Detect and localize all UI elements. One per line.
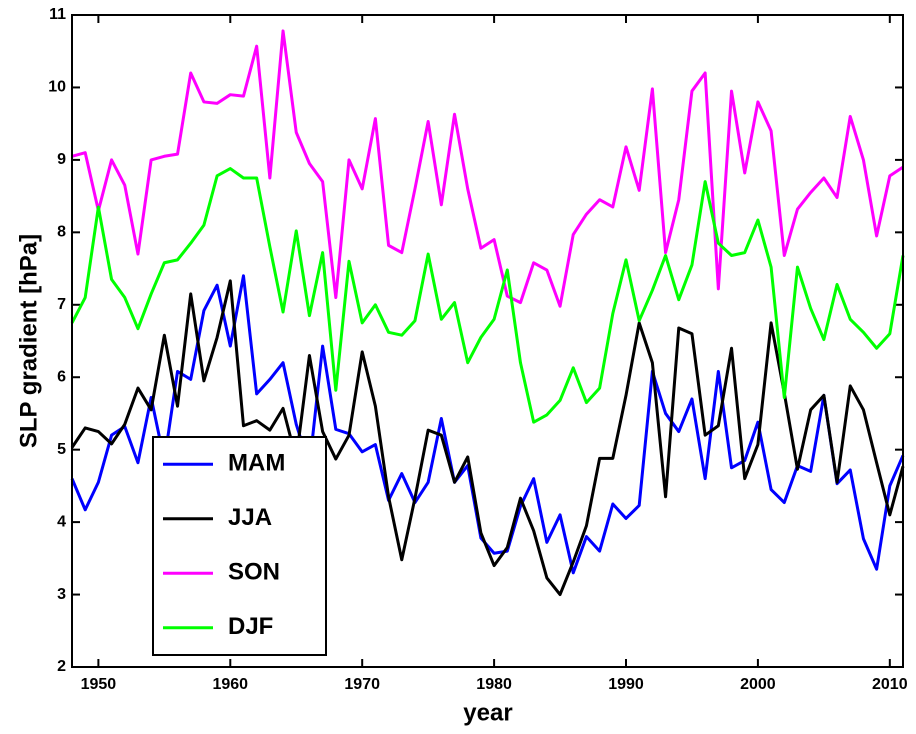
y-tick-label: 11 [49, 6, 66, 23]
axes-box [71, 14, 904, 668]
x-axis-label: year [463, 699, 512, 726]
series-line [71, 29, 904, 308]
y-tick-label: 3 [57, 586, 66, 603]
x-tick-label: 1960 [212, 676, 248, 693]
y-tick-label: 2 [57, 658, 66, 675]
legend: MAM JJA SON DJF [152, 436, 327, 656]
legend-label: DJF [228, 613, 273, 640]
x-tick-label: 2010 [872, 676, 908, 693]
y-tick-label: 10 [48, 79, 66, 96]
legend-box [152, 436, 327, 656]
x-tick-label: 1980 [476, 676, 512, 693]
y-tick-label: 7 [57, 296, 66, 313]
y-tick-label: 5 [57, 441, 66, 458]
x-tick-label: 1950 [81, 676, 117, 693]
y-tick-label: 6 [57, 368, 66, 385]
x-tick-label: 2000 [740, 676, 776, 693]
legend-label: SON [228, 559, 280, 586]
y-axis-label: SLP gradient [hPa] [15, 234, 42, 448]
x-tick-label: 1990 [608, 676, 644, 693]
series-line [70, 167, 905, 424]
legend-label: MAM [228, 450, 285, 477]
y-tick-label: 4 [57, 513, 66, 530]
y-tick-label: 9 [57, 151, 66, 168]
legend-label: JJA [228, 504, 272, 531]
series-line [70, 279, 905, 597]
x-tick-label: 1970 [344, 676, 380, 693]
y-tick-label: 8 [57, 224, 66, 241]
